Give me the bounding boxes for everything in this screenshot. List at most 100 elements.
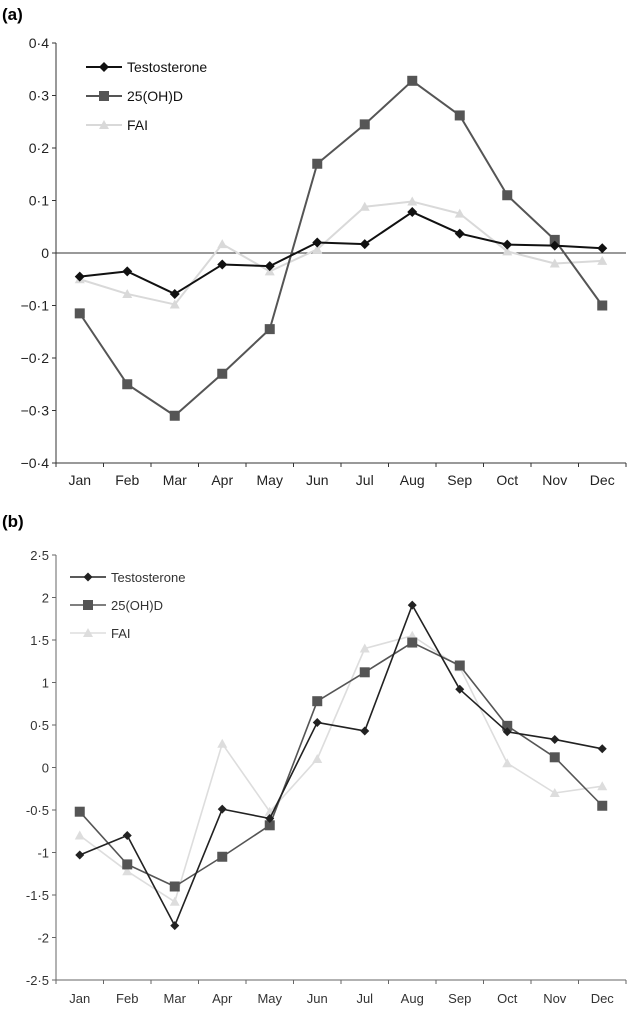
point-25-oh-d-aug [407,75,418,86]
point-25-oh-d-may [264,820,275,831]
point-fai-jun [312,754,323,763]
y-tick-label: -2 [37,931,49,946]
point-fai-sep [454,208,465,218]
x-tick-label-sep: Sep [448,991,471,1006]
point-testosterone-mar [169,288,180,299]
point-fai-jul [359,201,370,211]
x-tick-label-jun: Jun [307,991,328,1006]
point-fai-mar [169,896,180,906]
point-testosterone-jul [359,239,370,250]
y-tick-label: 0·3 [29,88,49,104]
point-25-oh-d-oct [502,720,513,731]
point-25-oh-d-mar [169,410,180,421]
point-25-oh-d-feb [122,859,133,870]
x-tick-label-sep: Sep [447,472,472,488]
series-line-25-oh-d [78,79,604,417]
point-fai-aug [407,630,418,640]
x-tick-label-feb: Feb [116,991,138,1006]
point-fai-nov [549,258,560,268]
series-fai [74,630,608,906]
point-testosterone-apr [217,804,227,814]
point-25-oh-d-nov [549,234,560,245]
point-25-oh-d-oct [502,190,513,201]
legend-label-25-oh-d: 25(OH)D [127,88,183,104]
y-tick-label: 0 [42,761,49,776]
point-testosterone-nov [549,240,560,251]
point-fai-dec [597,255,608,265]
x-tick-label-mar: Mar [164,991,187,1006]
point-fai-jan [74,830,85,840]
series-25-oh-d [74,75,608,421]
y-tick-label: 0 [41,245,49,261]
point-testosterone-aug [407,600,417,610]
point-fai-feb [122,288,133,298]
panel-label: (b) [2,512,24,531]
panel-a: (a) 0·4 0·3 0·2 0·1 0 −0·1 −0·2 −0·3 −0·4 Jan Feb Ma… [2,5,627,488]
point-testosterone-oct [502,727,512,737]
legend-marker-testosterone [99,62,109,72]
series-line-25-oh-d [79,641,603,888]
point-25-oh-d-nov [549,752,560,763]
series-25-oh-d [74,637,608,892]
point-25-oh-d-jun [312,158,323,169]
panel-b: (b) 2·5 2 1·5 1 0·5 0 -0·5 -1 -1·5 -2 -2·5 Jan Feb Mar… [2,512,627,1006]
x-tick-label-jun: Jun [306,472,329,488]
y-tick-label: 2·5 [30,548,49,563]
x-tick-label-feb: Feb [115,472,139,488]
point-25-oh-d-jun [312,696,323,707]
y-tick-label: −0·1 [21,298,50,314]
x-tick-label-aug: Aug [400,472,425,488]
x-tick-label-mar: Mar [163,472,187,488]
x-tick-label-apr: Apr [211,472,233,488]
point-25-oh-d-aug [407,637,418,648]
legend-label-fai: FAI [111,626,131,641]
point-fai-mar [169,299,180,309]
series-testosterone [74,207,608,299]
point-fai-feb [122,866,133,876]
y-tick-label: −0·3 [21,403,50,419]
legend: Testosterone 25(OH)D FAI [86,59,207,133]
point-testosterone-jan [74,271,85,282]
x-tick-label-oct: Oct [496,472,518,488]
y-tick-label: -1·5 [26,888,49,903]
point-testosterone-sep [455,684,465,694]
point-25-oh-d-dec [597,300,608,311]
point-fai-jun [312,244,323,254]
point-testosterone-mar [170,921,180,931]
point-testosterone-sep [454,228,465,239]
legend-marker-fai [99,120,109,129]
legend-marker-fai [83,628,93,637]
y-tick-label: 0·5 [30,718,49,733]
point-testosterone-dec [597,744,607,754]
series-line-fai [79,200,603,306]
x-tick-label-apr: Apr [212,991,233,1006]
y-tick-label: −0·4 [21,455,50,471]
point-25-oh-d-feb [122,379,133,390]
legend-marker-testosterone [83,572,93,582]
legend-label-testosterone: Testosterone [111,570,185,585]
legend: Testosterone 25(OH)D FAI [70,570,185,641]
point-25-oh-d-jul [359,667,370,678]
point-25-oh-d-dec [597,800,608,811]
legend-marker-25-oh-d [99,91,109,101]
legend-label-testosterone: Testosterone [127,59,207,75]
point-25-oh-d-jul [359,119,370,130]
y-tick-label: -2·5 [26,973,49,988]
point-testosterone-dec [597,243,608,254]
x-tick-label-may: May [257,472,283,488]
point-fai-apr [217,239,228,249]
x-tick-label-oct: Oct [497,991,518,1006]
x-tick-label-may: May [257,991,282,1006]
x-tick-label-jan: Jan [68,472,91,488]
x-tick-label-jul: Jul [356,991,373,1006]
point-25-oh-d-mar [169,881,180,892]
x-tick-label-nov: Nov [543,991,567,1006]
x-tick-label-dec: Dec [591,991,615,1006]
point-testosterone-may [265,814,275,823]
point-fai-jul [359,643,370,653]
point-testosterone-feb [122,266,133,277]
y-tick-label: 2 [42,591,49,606]
x-tick-label-jul: Jul [356,472,374,488]
y-tick-label: 0·1 [29,193,49,209]
